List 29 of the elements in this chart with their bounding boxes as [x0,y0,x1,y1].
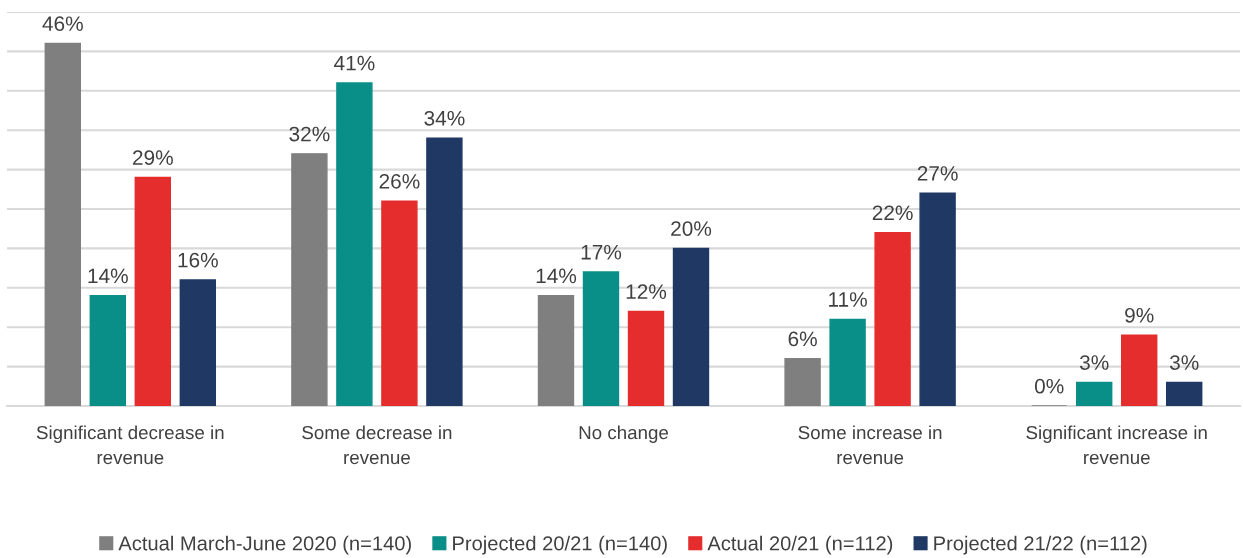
legend-label: Projected 20/21 (n=140) [453,535,667,555]
data-label: 0% [1034,378,1064,394]
x-tick-label: Significant decrease in revenue [36,425,224,465]
data-label: 27% [917,166,958,181]
legend-label: Actual 20/21 (n=112) [707,535,893,555]
legend-label: Actual March-June 2020 (n=140) [118,535,411,555]
data-label: 12% [626,284,667,299]
data-label: 14% [536,268,577,284]
data-label: 3% [1079,355,1109,370]
data-label: 17% [581,244,622,260]
data-label: 20% [671,221,712,236]
data-label: 26% [379,173,420,189]
data-label: 11% [829,292,867,307]
data-label: 16% [178,252,218,268]
data-label: 41% [334,55,375,71]
data-label: 32% [289,126,330,142]
data-label: 3% [1169,355,1199,370]
data-label: 22% [872,205,913,221]
data-label: 9% [1125,307,1154,323]
x-tick-label: Significant increase in revenue [1026,425,1207,465]
x-tick-label: Some decrease in revenue [302,425,452,465]
x-tick-label: No change [579,425,669,443]
data-label: 14% [88,268,128,284]
data-label: 46% [42,16,83,32]
data-label: 34% [424,110,465,126]
data-label: 29% [133,150,173,166]
legend-label: Projected 21/22 (n=112) [934,535,1147,555]
data-label: 6% [788,331,817,347]
x-tick-label: Some increase in revenue [798,425,942,465]
